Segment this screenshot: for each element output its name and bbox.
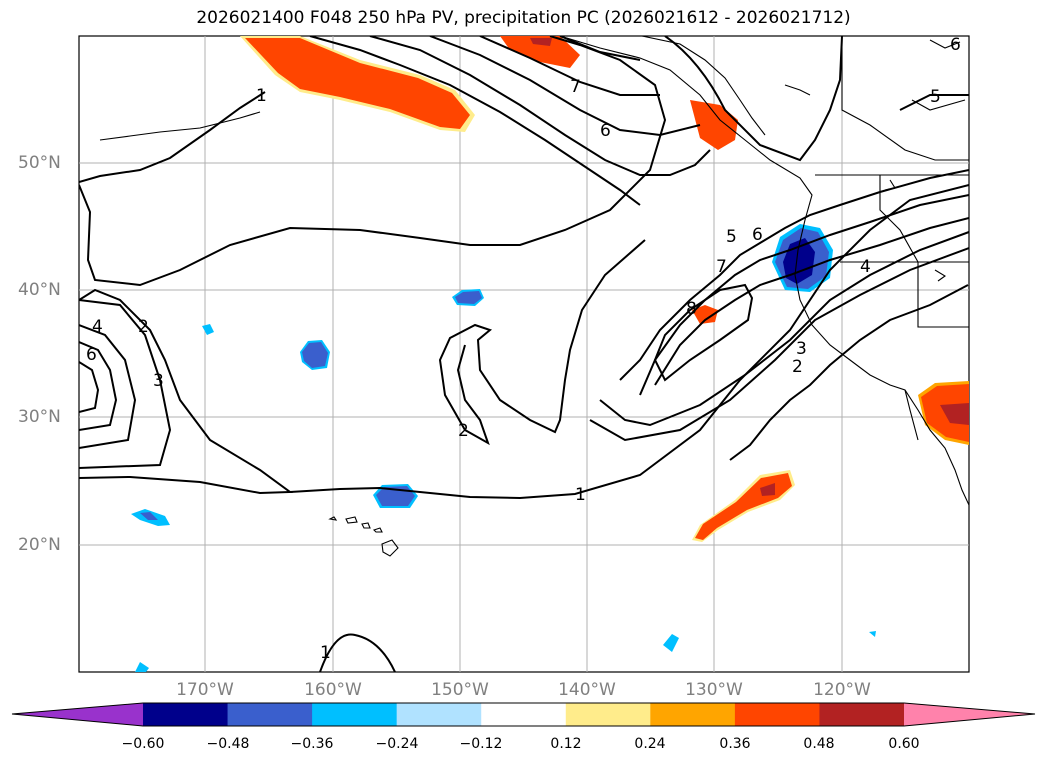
colorbar-tick: 0.36 <box>719 736 751 752</box>
map-panel: 1 1 1 2 2 2 3 3 4 4 5 5 6 6 6 7 7 8 6 <box>78 35 970 673</box>
lon-label: 150°W <box>431 680 489 700</box>
contour-label: 1 <box>575 485 586 505</box>
lon-label: 120°W <box>813 680 871 700</box>
contour-label: 6 <box>752 225 763 245</box>
contour-label: 7 <box>570 77 581 97</box>
colorbar-segment <box>312 703 398 726</box>
lat-label: 50°N <box>18 153 61 173</box>
lat-label: 20°N <box>18 535 61 555</box>
colorbar-extend-low <box>12 703 143 726</box>
colorbar-segment <box>396 703 482 726</box>
contour-label: 2 <box>138 317 149 337</box>
colorbar-tick: −0.12 <box>459 736 503 752</box>
colorbar-tick: 0.60 <box>888 736 920 752</box>
contour-labels: 1 1 1 2 2 2 3 3 4 4 5 5 6 6 6 7 7 8 6 <box>86 35 961 663</box>
contour-label: 1 <box>256 86 267 106</box>
hawaiian-islands <box>328 516 399 557</box>
colorbar-segment <box>650 703 736 726</box>
contour-label: 6 <box>86 345 97 365</box>
colorbar-tick: −0.36 <box>290 736 334 752</box>
lon-label: 170°W <box>176 680 234 700</box>
colorbar-tick: 0.24 <box>634 736 666 752</box>
colorbar-tick: −0.48 <box>206 736 250 752</box>
contour-label: 1 <box>320 643 331 663</box>
contour-label: 4 <box>92 317 103 337</box>
colorbar-tick: −0.60 <box>121 736 165 752</box>
colorbar-tick: 0.48 <box>803 736 835 752</box>
contour-label: 3 <box>153 371 164 391</box>
colorbar-segment <box>227 703 313 726</box>
colorbar-extend-high <box>904 703 1035 726</box>
colorbar-segment <box>819 703 905 726</box>
colorbar-segment <box>734 703 820 726</box>
contour-label: 5 <box>726 227 737 247</box>
colorbar-tick: 0.12 <box>550 736 582 752</box>
contour-label: 2 <box>458 421 469 441</box>
lon-label: 160°W <box>304 680 362 700</box>
colorbar-tick: −0.24 <box>375 736 419 752</box>
contour-label: 3 <box>796 339 807 359</box>
colorbar-segment <box>565 703 651 726</box>
contour-label: 6 <box>950 35 961 55</box>
lat-label: 40°N <box>18 280 61 300</box>
contour-label: 2 <box>792 357 803 377</box>
pv-contours <box>79 36 969 672</box>
map-frame <box>78 35 970 673</box>
map-title: 2026021400 F048 250 hPa PV, precipitatio… <box>196 8 851 28</box>
colorbar-segment <box>481 703 567 726</box>
lon-label: 130°W <box>685 680 743 700</box>
contour-label: 5 <box>930 87 941 107</box>
coastlines <box>99 36 969 506</box>
contour-label: 6 <box>600 121 611 141</box>
lon-label: 140°W <box>558 680 616 700</box>
contour-label: 8 <box>686 299 697 319</box>
contour-label: 4 <box>860 257 871 277</box>
colorbar-segment <box>143 703 229 726</box>
lat-label: 30°N <box>18 407 61 427</box>
contour-label: 7 <box>716 257 727 277</box>
precip-positive-area <box>240 36 969 542</box>
